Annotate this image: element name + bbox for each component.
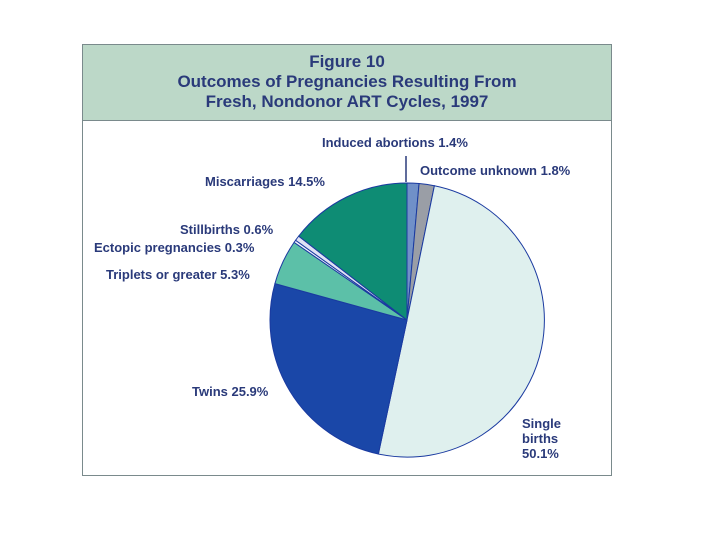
label-twins: Twins 25.9% bbox=[192, 384, 269, 399]
label-induced-abortions: Induced abortions 1.4% bbox=[322, 135, 468, 150]
label-single-births-line-1: Single bbox=[522, 416, 561, 431]
pie-slice-twins-25-9 bbox=[269, 282, 408, 455]
figure-title-line-1: Outcomes of Pregnancies Resulting From bbox=[177, 72, 517, 91]
pie-slice-single-births-50-1 bbox=[377, 185, 545, 458]
label-miscarriages: Miscarriages 14.5% bbox=[205, 174, 325, 189]
figure-number: Figure 10 bbox=[309, 52, 385, 71]
label-stillbirths: Stillbirths 0.6% bbox=[180, 222, 274, 237]
pie-slices bbox=[269, 182, 545, 458]
label-ectopic-pregnancies: Ectopic pregnancies 0.3% bbox=[94, 240, 255, 255]
figure-title-line-2: Fresh, Nondonor ART Cycles, 1997 bbox=[205, 92, 489, 111]
label-outcome-unknown: Outcome unknown 1.8% bbox=[420, 163, 571, 178]
label-triplets-or-greater: Triplets or greater 5.3% bbox=[106, 267, 250, 282]
figure-header: Figure 10 Outcomes of Pregnancies Result… bbox=[83, 45, 611, 121]
pie-slice-miscarriages-14-5 bbox=[297, 182, 408, 322]
label-single-births-line-3: 50.1% bbox=[522, 446, 559, 461]
label-single-births-line-2: births bbox=[522, 431, 558, 446]
